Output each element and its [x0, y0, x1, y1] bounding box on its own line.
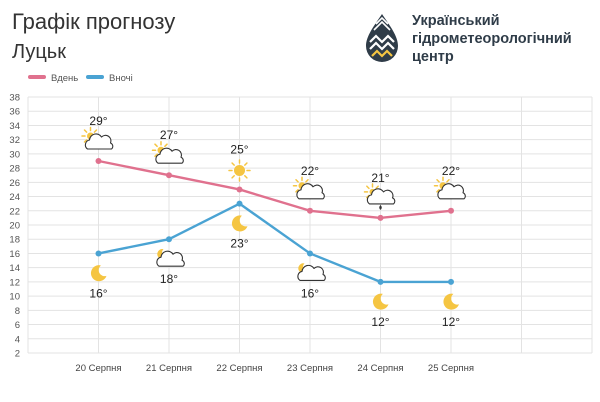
night-temp-label: 12° — [442, 315, 460, 329]
y-tick-label: 20 — [9, 221, 20, 232]
night-temp-label: 16° — [89, 286, 107, 300]
y-tick-label: 18 — [9, 235, 20, 246]
legend-label: Вночі — [109, 73, 133, 84]
day-temp-label: 21° — [371, 171, 389, 185]
y-tick-label: 8 — [15, 306, 20, 317]
moon-icon — [90, 265, 107, 282]
y-tick-label: 6 — [15, 320, 20, 331]
y-tick-label: 4 — [15, 334, 20, 345]
x-tick-label: 22 Серпня — [216, 363, 262, 374]
x-tick-label: 23 Серпня — [287, 363, 333, 374]
night-data-point — [377, 278, 384, 285]
moon-icon — [231, 215, 248, 232]
y-tick-label: 34 — [9, 121, 20, 132]
day-data-point — [95, 158, 102, 164]
night-data-point — [166, 236, 172, 243]
day-temp-label: 22° — [301, 164, 319, 178]
night-temp-label: 16° — [301, 286, 319, 300]
x-tick-label: 20 Серпня — [75, 363, 121, 374]
night-data-point — [236, 200, 243, 207]
night-data-point — [448, 278, 454, 285]
y-tick-label: 30 — [9, 149, 20, 160]
x-tick-label: 21 Серпня — [146, 363, 192, 374]
org-line-1: Український — [412, 13, 500, 29]
ukrhydromet-logo-icon — [366, 14, 398, 62]
sun-icon — [228, 159, 251, 182]
y-tick-label: 36 — [9, 107, 20, 118]
page-title: Графік прогнозу — [12, 9, 176, 34]
day-temp-label: 25° — [230, 142, 248, 156]
x-tick-label: 25 Серпня — [428, 363, 474, 374]
y-tick-label: 14 — [9, 263, 20, 274]
y-tick-label: 24 — [9, 192, 20, 203]
day-data-point — [166, 172, 172, 179]
cloud-rain-icon — [363, 183, 396, 210]
y-tick-label: 28 — [9, 164, 20, 175]
day-data-point — [377, 214, 384, 221]
legend-swatch — [28, 75, 46, 79]
moon-cloud-icon — [297, 263, 326, 281]
night-data-point — [307, 250, 313, 257]
organization-name: Український гідрометеорологічний центр — [412, 12, 597, 66]
moon-cloud-icon — [156, 249, 185, 267]
day-data-point — [307, 207, 313, 214]
partly-cloudy-icon — [151, 140, 184, 164]
night-series-line — [98, 202, 451, 284]
partly-cloudy-icon — [81, 126, 114, 150]
day-temp-label: 22° — [442, 164, 460, 178]
day-temp-label: 29° — [89, 114, 107, 128]
night-data-point — [95, 250, 102, 257]
y-tick-label: 12 — [9, 277, 20, 288]
legend-label: Вдень — [51, 73, 78, 84]
y-tick-label: 26 — [9, 178, 20, 189]
day-data-point — [448, 207, 454, 214]
partly-cloudy-icon — [433, 176, 466, 200]
y-tick-label: 10 — [9, 292, 20, 303]
y-tick-label: 38 — [9, 93, 20, 104]
y-tick-label: 2 — [15, 349, 20, 360]
y-tick-label: 22 — [9, 206, 20, 217]
night-temp-label: 18° — [160, 272, 178, 286]
y-tick-label: 32 — [9, 135, 20, 146]
moon-icon — [443, 293, 459, 310]
night-temp-label: 23° — [230, 237, 248, 251]
x-tick-label: 24 Серпня — [357, 363, 403, 374]
org-line-2: гідрометеорологічний — [412, 31, 572, 47]
chart-legend: Вдень Вночі — [28, 73, 133, 84]
y-tick-label: 16 — [9, 249, 20, 260]
day-series-line — [98, 159, 452, 220]
moon-icon — [372, 293, 389, 310]
legend-swatch — [86, 75, 104, 79]
night-temp-label: 12° — [371, 315, 389, 329]
day-data-point — [236, 186, 243, 193]
org-line-3: центр — [412, 49, 454, 65]
day-temp-label: 27° — [160, 128, 178, 142]
partly-cloudy-icon — [292, 176, 325, 200]
city-name: Луцьк — [12, 41, 66, 63]
